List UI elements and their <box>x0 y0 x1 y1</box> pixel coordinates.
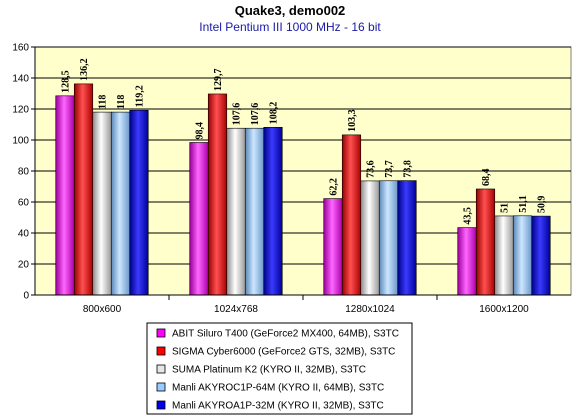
data-label: 51 <box>500 203 511 213</box>
data-label: 107,6 <box>232 103 243 126</box>
legend-entry: ABIT Siluro T400 (GeForce2 MX400, 64MB),… <box>172 329 399 340</box>
data-label: 50,9 <box>537 196 548 214</box>
data-label: 62,2 <box>329 178 340 196</box>
bar <box>341 134 362 296</box>
legend-swatch <box>156 328 166 338</box>
bar <box>110 111 131 296</box>
data-label: 43,5 <box>463 207 474 225</box>
y-tick-label: 100 <box>12 136 29 147</box>
x-tick-label: 800x600 <box>83 304 122 315</box>
bar <box>244 127 265 296</box>
y-tick-label: 80 <box>18 167 30 178</box>
bar <box>263 126 283 296</box>
legend-entry: Manli AKYROC1P-64M (KYRO II, 64MB), S3TC <box>172 383 384 394</box>
x-tick-label: 1024x768 <box>214 304 258 315</box>
legend-swatch <box>156 400 166 410</box>
bar <box>397 180 417 296</box>
x-axis-ticks: 800x600 1024x768 1280x1024 1600x1200 <box>83 295 529 315</box>
chart-subtitle: Intel Pentium III 1000 MHz - 16 bit <box>199 20 381 34</box>
bar <box>323 198 343 296</box>
legend-box <box>146 322 413 415</box>
bar <box>129 109 149 296</box>
data-label: 103,3 <box>347 109 358 132</box>
y-tick-label: 20 <box>18 260 30 271</box>
legend-swatch <box>156 364 166 374</box>
x-tick-label: 1280x1024 <box>345 304 395 315</box>
bar <box>494 215 514 296</box>
chart-title: Quake3, demo002 <box>235 3 346 18</box>
legend-swatch <box>156 382 166 392</box>
data-label: 136,2 <box>79 58 90 81</box>
legend-entry: SUMA Platinum K2 (KYRO II, 32MB), S3TC <box>172 365 366 376</box>
data-label: 73,6 <box>366 160 377 178</box>
y-tick-label: 60 <box>18 198 30 209</box>
bar <box>475 188 496 296</box>
bar <box>457 227 477 296</box>
bars <box>55 83 551 296</box>
x-tick-label: 1600x1200 <box>479 304 529 315</box>
legend: ABIT Siluro T400 (GeForce2 MX400, 64MB),… <box>156 328 399 412</box>
bar <box>226 127 246 296</box>
bar <box>73 83 94 296</box>
bar <box>189 142 209 296</box>
data-label: 51,1 <box>518 195 529 213</box>
data-label: 107,6 <box>250 103 261 126</box>
data-label: 118 <box>116 95 127 109</box>
data-label: 73,8 <box>403 160 414 178</box>
y-tick-label: 140 <box>12 74 29 85</box>
bar <box>55 95 75 296</box>
bar <box>360 180 380 296</box>
data-label: 118 <box>98 95 109 109</box>
bar <box>207 93 228 296</box>
y-tick-label: 0 <box>23 291 29 302</box>
data-label: 129,7 <box>213 68 224 91</box>
y-axis-ticks: 0 20 40 60 80 100 120 140 160 <box>12 43 35 302</box>
bar <box>378 180 399 296</box>
data-labels: 128,5 136,2 118 118 119,2 98,4 129,7 107,6 107,6… <box>61 58 548 224</box>
y-tick-label: 40 <box>18 229 30 240</box>
legend-swatch <box>156 346 166 356</box>
data-label: 119,2 <box>135 85 146 107</box>
data-label: 98,4 <box>195 122 206 140</box>
legend-entry: Manli AKYROA1P-32M (KYRO II, 32MB), S3TC <box>172 401 384 412</box>
bar <box>92 111 112 296</box>
bar <box>512 215 533 296</box>
data-label: 68,4 <box>481 168 492 186</box>
bar <box>531 215 551 296</box>
data-label: 128,5 <box>61 70 72 93</box>
data-label: 108,2 <box>269 102 280 125</box>
legend-entry: SIGMA Cyber6000 (GeForce2 GTS, 32MB), S3… <box>172 347 395 358</box>
y-tick-label: 160 <box>12 43 29 54</box>
data-label: 73,7 <box>384 160 395 178</box>
y-tick-label: 120 <box>12 105 29 116</box>
